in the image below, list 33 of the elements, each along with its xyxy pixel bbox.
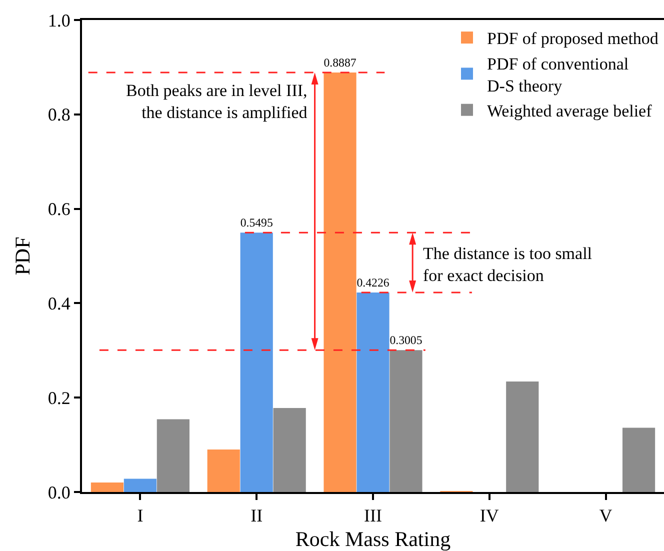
bar: [390, 350, 422, 492]
annotation: Both peaks are in level III, the distance is amplified: [126, 81, 308, 122]
data-label: 0.8887: [324, 56, 356, 70]
y-axis-title: PDF: [10, 236, 35, 276]
legend-label: PDF of proposed method: [487, 29, 659, 48]
annotation: The distance is too small for exact decision: [423, 244, 592, 286]
bar: [124, 478, 156, 492]
x-tick-label: III: [364, 506, 382, 526]
data-label: 0.3005: [390, 333, 422, 348]
x-tick-label: V: [599, 506, 612, 526]
y-tick-label: 0.6: [48, 199, 70, 220]
bar: [156, 419, 190, 492]
x-tick-label: I: [137, 506, 144, 526]
legend-label: PDF of conventional D-S theory: [487, 54, 629, 96]
x-tick-label: IV: [480, 506, 499, 526]
legend-label: Weighted average belief: [487, 101, 652, 120]
y-tick-label: 0.0: [48, 482, 70, 502]
y-tick-label: 0.8: [48, 104, 70, 125]
x-axis-title: Rock Mass Rating: [295, 527, 452, 551]
y-tick-label: 1.0: [48, 10, 70, 30]
y-tick-label: 0.2: [48, 388, 70, 408]
bar: [324, 72, 356, 492]
bar: [273, 408, 306, 492]
data-label: 0.5495: [240, 216, 273, 230]
bar: [240, 232, 273, 492]
bar: [90, 482, 124, 492]
x-tick-label: II: [250, 506, 263, 526]
bar: [622, 428, 656, 492]
bar: [207, 450, 240, 492]
bar: [356, 292, 390, 492]
bar: [506, 382, 539, 492]
data-label: 0.4226: [356, 276, 390, 290]
y-tick-label: 0.4: [48, 294, 70, 314]
